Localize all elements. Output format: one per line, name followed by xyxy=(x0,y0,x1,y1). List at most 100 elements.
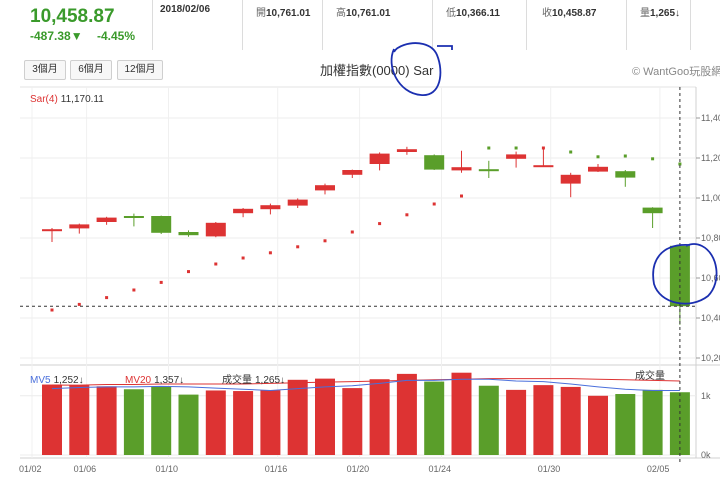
date-tick-label: 02/05 xyxy=(647,464,670,474)
sar-dot xyxy=(651,157,655,161)
volume-bar[interactable] xyxy=(123,389,144,455)
divider xyxy=(152,0,153,50)
volume-bar[interactable] xyxy=(642,389,663,455)
sar-dot xyxy=(541,146,545,150)
candle-body[interactable] xyxy=(287,199,308,206)
candle-body[interactable] xyxy=(560,174,581,184)
candle-body[interactable] xyxy=(342,170,363,175)
candle-body[interactable] xyxy=(178,232,199,236)
quote-date: 2018/02/06 xyxy=(160,4,211,15)
candle-body[interactable] xyxy=(69,224,90,229)
volume-bar[interactable] xyxy=(342,388,363,455)
volume-bar[interactable] xyxy=(260,390,281,455)
candle-body[interactable] xyxy=(478,169,499,172)
high-stat: 高10,761.01 xyxy=(336,8,391,19)
candle-body[interactable] xyxy=(205,222,226,237)
price-change: -487.38▼ xyxy=(30,29,83,43)
candle-body[interactable] xyxy=(96,217,117,222)
candle-body[interactable] xyxy=(260,205,281,210)
volume-bar[interactable] xyxy=(478,385,499,455)
divider xyxy=(626,0,627,50)
sar-dot xyxy=(241,256,245,260)
candle-body[interactable] xyxy=(642,207,663,214)
date-axis: 01/02 01/06 01/10 01/16 01/20 01/24 01/30 02/05 xyxy=(19,464,669,474)
price-tick-label: 10,600 xyxy=(701,273,720,283)
quote-header: 10,458.87 -487.38▼ -4.45% 2018/02/06 開10… xyxy=(0,0,720,52)
volume-bars xyxy=(42,372,690,455)
volume-tick-label: 0k xyxy=(701,450,711,460)
volume-bar[interactable] xyxy=(396,373,417,455)
date-tick-label: 01/06 xyxy=(74,464,97,474)
divider xyxy=(432,0,433,50)
volume-bar[interactable] xyxy=(233,391,254,455)
sar-dot xyxy=(132,288,136,292)
volume-bar[interactable] xyxy=(151,386,172,455)
candle-body[interactable] xyxy=(615,171,636,178)
candle-body[interactable] xyxy=(123,216,144,218)
volume-panel-title: 成交量 xyxy=(635,369,665,382)
range-3m-button[interactable]: 3個月 xyxy=(24,60,66,80)
volume-bar[interactable] xyxy=(588,395,608,455)
volume-tick-label: 1k xyxy=(701,391,711,401)
open-stat: 開10,761.01 xyxy=(256,8,311,19)
volume-bar[interactable] xyxy=(42,384,62,455)
volume-ma-lines xyxy=(51,378,680,391)
divider xyxy=(242,0,243,50)
mv5-legend: MV5 1,252↓ xyxy=(30,375,84,386)
candle-body[interactable] xyxy=(233,208,254,214)
date-tick-label: 01/02 xyxy=(19,464,42,474)
price-tick-label: 11,200 xyxy=(701,153,720,163)
candle-body[interactable] xyxy=(506,154,527,159)
mv20-line xyxy=(52,378,680,386)
volume-bar[interactable] xyxy=(369,379,390,455)
range-6m-button[interactable]: 6個月 xyxy=(70,60,112,80)
sar-dot xyxy=(405,213,409,217)
candle-body[interactable] xyxy=(396,149,417,152)
brand-watermark: © WantGoo玩股網 xyxy=(632,66,720,78)
price-tick-label: 11,000 xyxy=(701,193,720,203)
candle-body[interactable] xyxy=(424,155,445,170)
candle-body[interactable] xyxy=(533,165,554,168)
volume-bar[interactable] xyxy=(560,386,581,455)
candle-body[interactable] xyxy=(588,166,608,172)
volume-bar[interactable] xyxy=(287,379,308,455)
volume-bar[interactable] xyxy=(424,381,445,455)
date-tick-label: 01/20 xyxy=(347,464,370,474)
candle-body[interactable] xyxy=(42,229,62,232)
divider xyxy=(322,0,323,50)
price-change-pct: -4.45% xyxy=(97,29,136,43)
range-12m-button[interactable]: 12個月 xyxy=(117,60,163,80)
sar-dot xyxy=(514,146,518,150)
volume-axis: 1k 0k xyxy=(701,391,711,460)
volume-bar[interactable] xyxy=(96,386,117,455)
candle-body[interactable] xyxy=(369,153,390,164)
volume-bar[interactable] xyxy=(615,394,636,455)
sar-dot xyxy=(50,308,54,312)
sar-dot xyxy=(187,270,190,274)
sar-dot xyxy=(77,302,81,306)
sar-dot xyxy=(487,146,491,150)
sar-dot xyxy=(350,230,354,234)
sar-dot xyxy=(678,162,682,166)
date-tick-label: 01/10 xyxy=(156,464,179,474)
candles xyxy=(42,146,690,325)
close-stat: 收10,458.87 xyxy=(542,8,597,19)
volume-bar[interactable] xyxy=(506,389,527,455)
candle-body[interactable] xyxy=(315,185,335,191)
volume-bar[interactable] xyxy=(205,390,226,455)
candle-body[interactable] xyxy=(451,167,472,171)
sar-legend: Sar(4) 11,170.11 xyxy=(30,94,104,105)
divider xyxy=(526,0,527,50)
sar-dot xyxy=(623,154,627,158)
candle-body[interactable] xyxy=(151,216,172,233)
volume-bar[interactable] xyxy=(315,378,335,455)
volume-bar[interactable] xyxy=(69,385,90,455)
volume-bar[interactable] xyxy=(533,385,554,455)
date-tick-label: 01/24 xyxy=(429,464,452,474)
sar-dot xyxy=(323,239,327,243)
price-tick-label: 10,800 xyxy=(701,233,720,243)
price-axis: 11,400 11,200 11,000 10,800 10,600 10,400 10,2… xyxy=(701,113,720,363)
volume-bar[interactable] xyxy=(451,372,472,455)
volume-bar[interactable] xyxy=(178,394,199,455)
